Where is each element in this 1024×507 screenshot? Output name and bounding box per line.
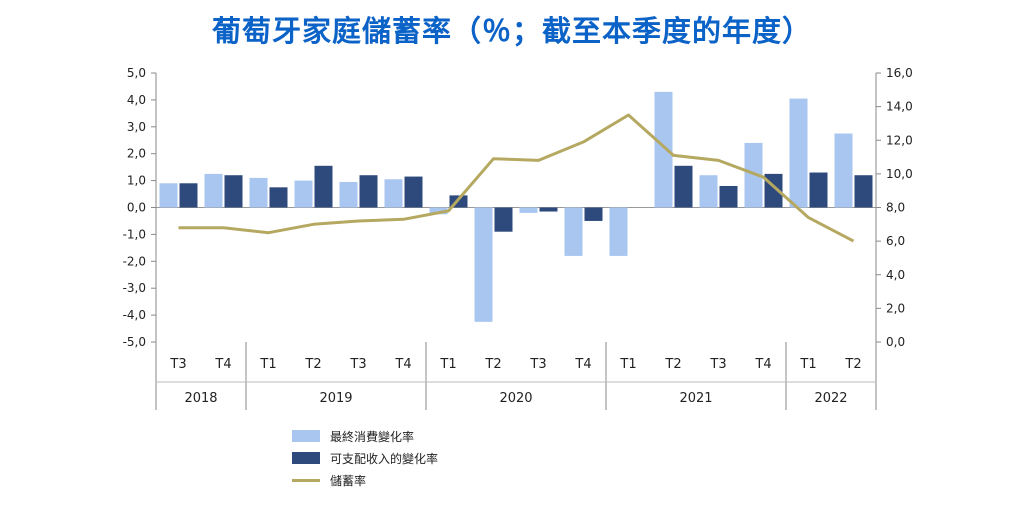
quarter-label: T1 [259, 357, 276, 372]
legend-swatch [292, 452, 320, 464]
right-tick-label: 10,0 [886, 167, 913, 181]
bar-consumption [249, 177, 268, 208]
right-tick-label: 14,0 [886, 100, 913, 114]
right-tick-label: 4,0 [886, 268, 905, 282]
bar-consumption [159, 183, 178, 208]
bar-consumption [699, 175, 718, 208]
bar-income [494, 207, 513, 232]
bar-income [269, 187, 288, 208]
quarter-label: T3 [349, 357, 366, 372]
bar-consumption [204, 173, 223, 208]
bars [159, 91, 873, 322]
bar-consumption [519, 207, 538, 213]
legend-label: 儲蓄率 [330, 473, 367, 488]
right-tick-label: 0,0 [886, 335, 905, 349]
bar-income [539, 207, 558, 212]
quarter-label: T4 [574, 357, 591, 372]
quarter-label: T2 [844, 357, 861, 372]
right-tick-label: 2,0 [886, 301, 905, 315]
bar-income [179, 183, 198, 208]
legend-swatch [292, 478, 320, 482]
year-label: 2020 [499, 391, 532, 406]
bar-income [224, 175, 243, 208]
right-tick-label: 8,0 [886, 201, 905, 215]
line-series [178, 113, 855, 243]
quarter-label: T1 [799, 357, 816, 372]
quarter-label: T1 [439, 357, 456, 372]
legend: 最終消費變化率 可支配收入的變化率 儲蓄率 [292, 425, 438, 491]
quarter-label: T3 [529, 357, 546, 372]
bar-income [674, 165, 693, 208]
bar-consumption [294, 180, 313, 208]
left-tick-label: 2,0 [127, 147, 146, 161]
bar-income [719, 185, 738, 208]
bar-income [854, 175, 873, 208]
left-tick-label: 1,0 [127, 174, 146, 188]
chart-title: 葡萄牙家庭儲蓄率（％；截至本季度的年度） [211, 14, 812, 48]
legend-label: 最終消費變化率 [330, 429, 415, 444]
bar-income [809, 172, 828, 208]
quarter-label: T2 [484, 357, 501, 372]
bar-consumption [429, 207, 448, 215]
bar-consumption [384, 179, 403, 208]
right-tick-label: 16,0 [886, 66, 913, 80]
bar-consumption [339, 181, 358, 208]
left-tick-label: -1,0 [123, 227, 146, 241]
bar-consumption [744, 142, 763, 208]
year-label: 2019 [319, 391, 352, 406]
right-tick-label: 6,0 [886, 234, 905, 248]
left-tick-label: -3,0 [123, 281, 146, 295]
bar-income [359, 175, 378, 208]
year-label: 2022 [814, 391, 847, 406]
savings-rate-line [178, 113, 855, 243]
legend-item-savings-rate: 儲蓄率 [292, 469, 438, 491]
left-tick-label: 0,0 [127, 201, 146, 215]
bar-consumption [609, 207, 628, 256]
quarter-label: T4 [214, 357, 231, 372]
legend-item-consumption: 最終消費變化率 [292, 425, 438, 447]
left-tick-label: 3,0 [127, 120, 146, 134]
bar-consumption [474, 207, 493, 322]
quarter-label: T2 [304, 357, 321, 372]
legend-swatch [292, 430, 320, 442]
axis-labels: 5,0 4,0 3,0 2,0 1,0 0,0 -1,0 -2,0 -3,0 -4,0 -5,0 16… [123, 66, 913, 406]
legend-item-income: 可支配收入的變化率 [292, 447, 438, 469]
legend-label: 可支配收入的變化率 [330, 451, 439, 466]
year-label: 2018 [184, 391, 217, 406]
quarter-label: T3 [709, 357, 726, 372]
left-tick-label: -4,0 [123, 308, 146, 322]
year-label: 2021 [679, 391, 712, 406]
bar-income [584, 207, 603, 221]
quarter-label: T2 [664, 357, 681, 372]
quarter-label: T1 [619, 357, 636, 372]
bar-income [404, 176, 423, 208]
right-tick-label: 12,0 [886, 133, 913, 147]
left-tick-label: -2,0 [123, 254, 146, 268]
quarter-label: T4 [394, 357, 411, 372]
left-tick-label: 4,0 [127, 93, 146, 107]
bar-consumption [564, 207, 583, 256]
left-tick-label: 5,0 [127, 66, 146, 80]
bar-consumption [789, 98, 808, 208]
bar-consumption [654, 91, 673, 208]
quarter-label: T4 [754, 357, 771, 372]
left-tick-label: -5,0 [123, 335, 146, 349]
bar-consumption [834, 133, 853, 208]
bar-income [314, 165, 333, 208]
quarter-label: T3 [169, 357, 186, 372]
